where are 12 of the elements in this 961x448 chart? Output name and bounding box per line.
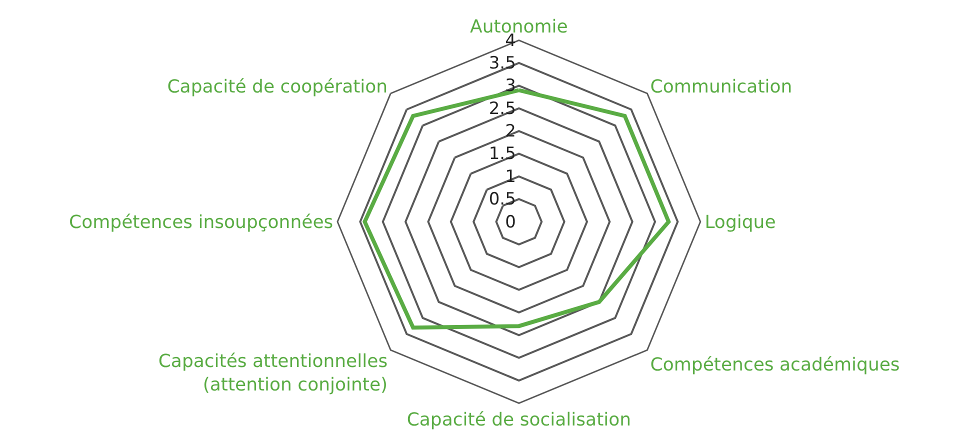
spoke-label: Compétences insoupçonnées <box>69 212 334 234</box>
y-tick-label: 0.5 <box>488 190 516 210</box>
spoke-label: Logique <box>704 212 776 234</box>
spoke-label: Communication <box>650 76 792 98</box>
y-tick-label: 2.5 <box>488 98 516 119</box>
y-tick-label: 1.5 <box>488 144 516 164</box>
spoke-label: Capacité de socialisation <box>406 410 632 431</box>
y-tick-label: 3.5 <box>488 54 516 74</box>
spoke-label: Compétences académiques <box>650 354 900 376</box>
spoke-label: Capacité de coopération <box>167 76 388 98</box>
spoke-label: Capacités attentionnelles (attention conjointe) <box>158 350 388 396</box>
y-tick-label: 0 <box>505 212 516 232</box>
